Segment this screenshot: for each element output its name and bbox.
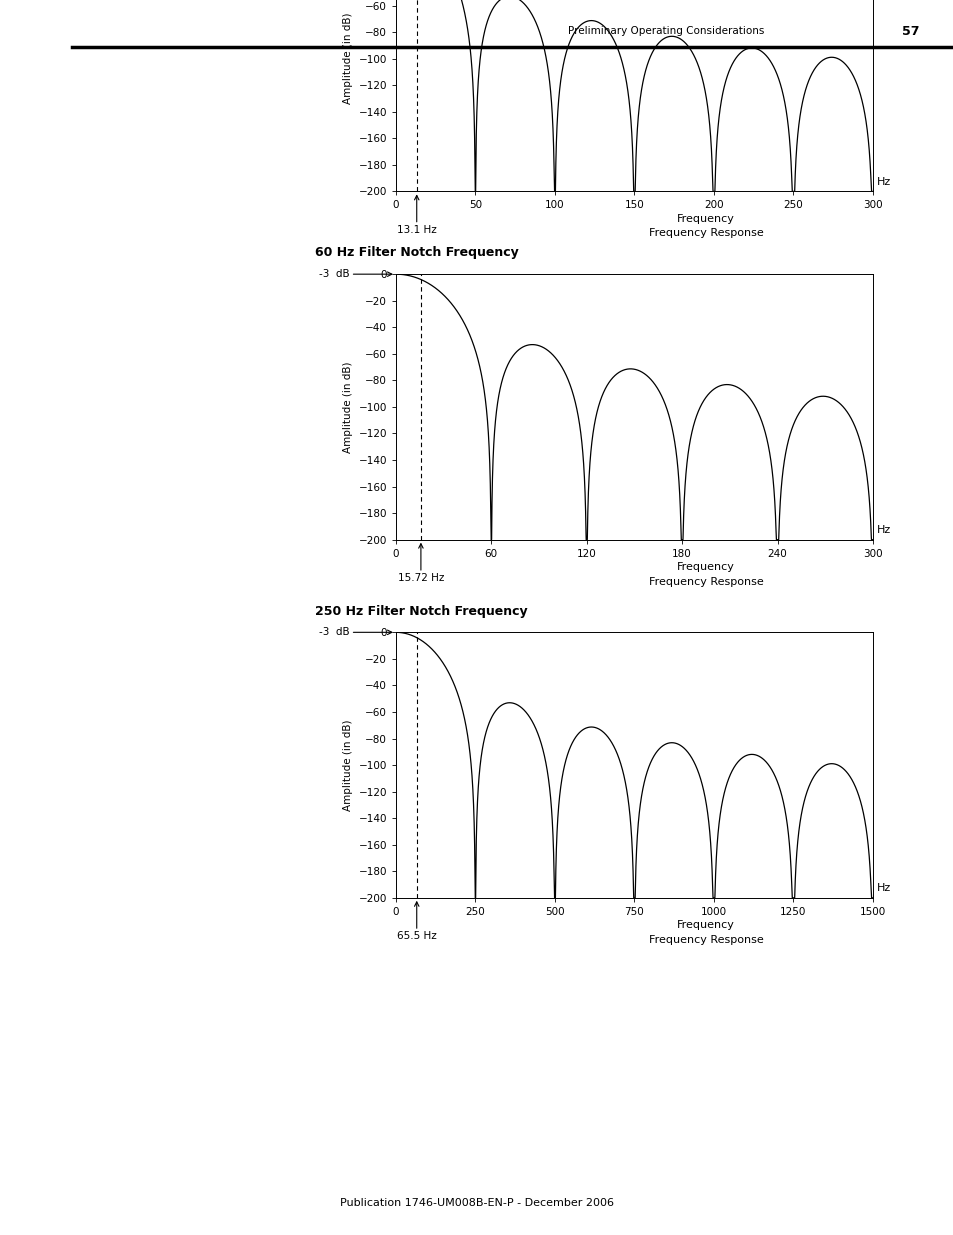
Text: 13.1 Hz: 13.1 Hz bbox=[396, 225, 436, 235]
Text: 15.72 Hz: 15.72 Hz bbox=[397, 573, 444, 583]
Text: Publication 1746-UM008B-EN-P - December 2006: Publication 1746-UM008B-EN-P - December … bbox=[339, 1198, 614, 1208]
Text: -3  dB: -3 dB bbox=[319, 269, 350, 279]
Text: 57: 57 bbox=[901, 25, 918, 38]
Text: Hz: Hz bbox=[876, 177, 890, 186]
Text: -3  dB: -3 dB bbox=[319, 627, 350, 637]
Text: Frequency Response: Frequency Response bbox=[648, 577, 762, 587]
Y-axis label: Amplitude (in dB): Amplitude (in dB) bbox=[342, 361, 353, 453]
Text: Hz: Hz bbox=[876, 525, 890, 535]
Y-axis label: Amplitude (in dB): Amplitude (in dB) bbox=[342, 12, 353, 105]
Text: Frequency: Frequency bbox=[677, 214, 734, 224]
Text: 60 Hz Filter Notch Frequency: 60 Hz Filter Notch Frequency bbox=[314, 246, 518, 259]
Text: Hz: Hz bbox=[876, 883, 890, 893]
Text: Frequency: Frequency bbox=[677, 562, 734, 572]
Text: 65.5 Hz: 65.5 Hz bbox=[396, 931, 436, 941]
Text: Frequency: Frequency bbox=[677, 920, 734, 930]
Y-axis label: Amplitude (in dB): Amplitude (in dB) bbox=[342, 719, 353, 811]
Text: 250 Hz Filter Notch Frequency: 250 Hz Filter Notch Frequency bbox=[314, 604, 527, 618]
Text: Frequency Response: Frequency Response bbox=[648, 228, 762, 238]
Text: Preliminary Operating Considerations: Preliminary Operating Considerations bbox=[567, 26, 763, 37]
Text: Frequency Response: Frequency Response bbox=[648, 935, 762, 945]
